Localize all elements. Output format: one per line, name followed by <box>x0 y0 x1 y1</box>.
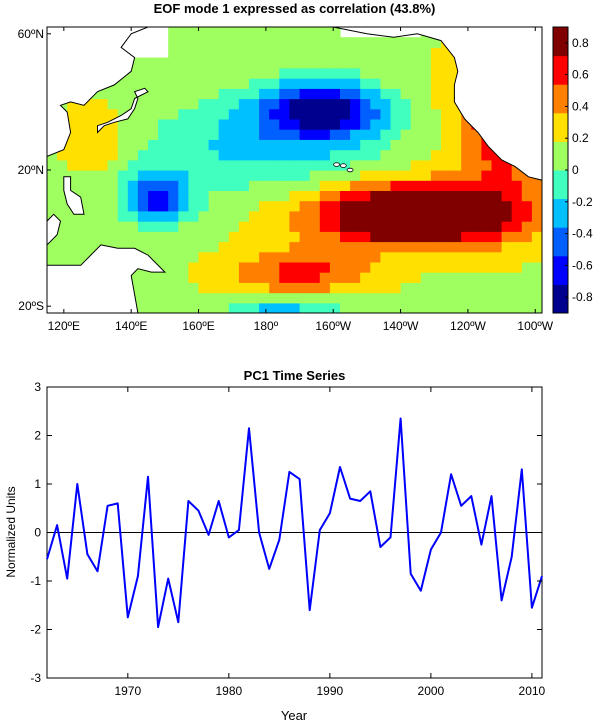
map-y-axis: 60ºN 20ºN 20ºS <box>18 27 51 313</box>
colorbar: 0.8 0.6 0.4 0.2 0 -0.2 -0.4 -0.6 -0.8 <box>552 26 593 314</box>
map-y-tick-label: 20ºS <box>18 299 44 313</box>
ts-y-tick-label: 3 <box>34 380 41 394</box>
ts-x-axis: 1970 1980 1990 2000 2010 <box>114 387 546 698</box>
ts-y-axis: 3 2 1 0 -1 -2 -3 <box>30 380 542 685</box>
map-x-tick-label: 120ºE <box>48 319 80 333</box>
map-x-tick-label: 120ºW <box>450 319 486 333</box>
map-x-tick-label: 160ºE <box>182 319 214 333</box>
map-x-axis: 120ºE 140ºE 160ºE 180º 160ºW 140ºW 120ºW 100ºW <box>48 27 554 333</box>
map-x-tick-label: 100ºW <box>517 319 553 333</box>
map-x-tick-label: 180º <box>254 319 279 333</box>
colorbar-swatch <box>553 84 568 114</box>
ts-y-tick-label: 1 <box>34 477 41 491</box>
ts-y-tick-label: 0 <box>34 526 41 540</box>
ts-x-tick-label: 2010 <box>519 684 546 698</box>
landmass <box>97 87 149 134</box>
map-title: EOF mode 1 expressed as correlation (43.… <box>153 1 436 16</box>
colorbar-tick-label: -0.8 <box>572 290 593 304</box>
colorbar-tick-label: 0.6 <box>572 68 589 82</box>
colorbar-swatch <box>553 27 568 57</box>
coastlines <box>47 27 542 313</box>
colorbar-swatch <box>553 255 568 285</box>
landmass <box>333 27 542 181</box>
landmass <box>47 244 167 313</box>
pc1-series-line <box>46 417 543 629</box>
eof-map-chart: 120ºE 140ºE 160ºE 180º 160ºW 140ºW 120ºW 100ºW … <box>18 26 593 333</box>
x-axis-label: Year <box>281 708 308 723</box>
island <box>346 167 354 173</box>
colorbar-swatch <box>553 112 568 142</box>
ts-y-tick-label: -3 <box>30 671 41 685</box>
colorbar-tick-label: 0 <box>572 163 579 177</box>
ts-y-tick-label: 2 <box>34 429 41 443</box>
colorbar-swatch <box>553 284 568 314</box>
island <box>333 162 340 167</box>
landmass <box>47 213 62 246</box>
colorbar-swatch <box>553 141 568 171</box>
colorbar-tick-label: 0.2 <box>572 131 589 145</box>
timeseries-title: PC1 Time Series <box>243 368 346 383</box>
colorbar-tick-label: -0.6 <box>572 258 593 272</box>
ts-y-tick-label: -1 <box>30 574 41 588</box>
colorbar-swatch <box>553 170 568 200</box>
y-axis-label: Normalized Units <box>4 486 18 577</box>
colorbar-tick-label: 0.4 <box>572 99 589 113</box>
ts-x-tick-label: 1990 <box>317 684 344 698</box>
island <box>339 163 347 168</box>
landmass <box>63 176 85 215</box>
map-y-tick-label: 20ºN <box>18 163 44 177</box>
colorbar-swatch <box>553 55 568 85</box>
map-y-tick-label: 60ºN <box>18 27 44 41</box>
ts-y-tick-label: -2 <box>30 623 41 637</box>
colorbar-swatch <box>553 198 568 228</box>
colorbar-tick-label: -0.4 <box>572 227 593 241</box>
colorbar-tick-label: -0.2 <box>572 195 593 209</box>
map-x-tick-label: 140ºW <box>383 319 419 333</box>
ts-x-tick-label: 1980 <box>215 684 242 698</box>
ts-frame <box>46 386 543 679</box>
landmass <box>47 27 149 157</box>
ts-x-tick-label: 1970 <box>114 684 141 698</box>
map-x-tick-label: 140ºE <box>115 319 147 333</box>
map-x-tick-label: 160ºW <box>315 319 351 333</box>
colorbar-swatch <box>553 227 568 257</box>
colorbar-tick-label: 0.8 <box>572 36 589 50</box>
ts-x-tick-label: 2000 <box>418 684 445 698</box>
